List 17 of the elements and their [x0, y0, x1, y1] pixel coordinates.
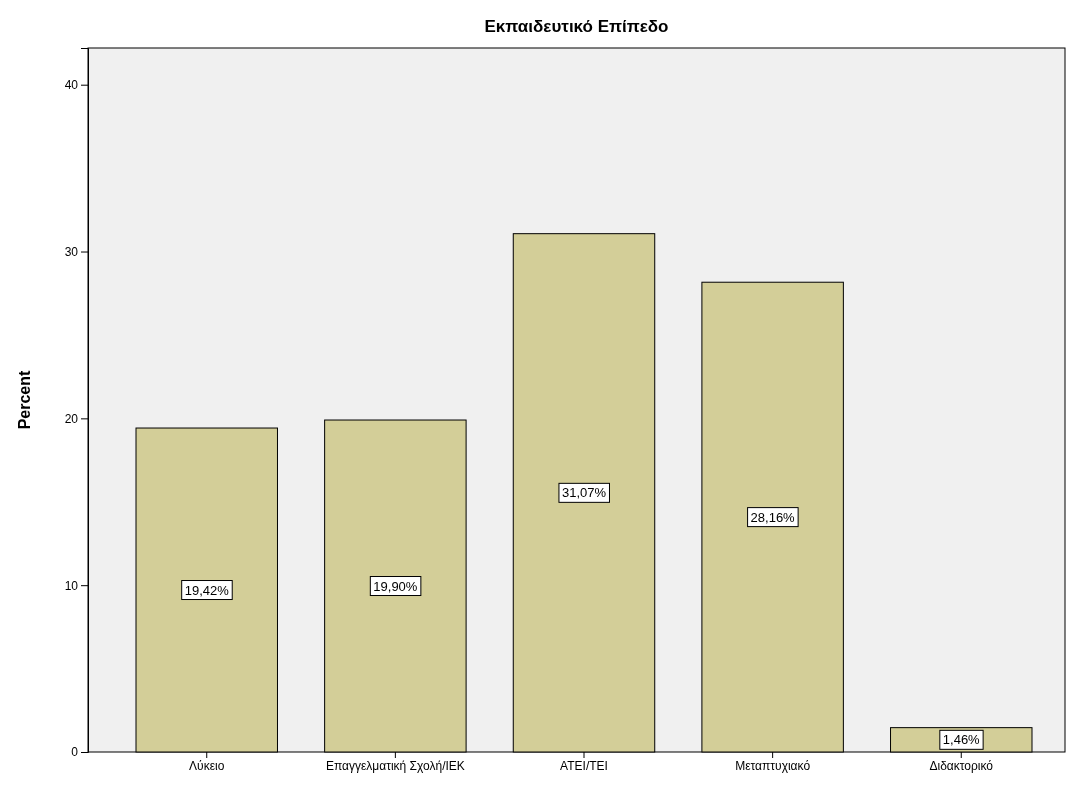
- y-tick-label: 10: [64, 578, 79, 593]
- data-label: 19,90%: [373, 578, 418, 594]
- data-label: 28,16%: [750, 509, 796, 525]
- x-tick-label: ΑΤΕΙ/ΤΕΙ: [560, 758, 608, 773]
- data-label: 1,46%: [942, 732, 981, 748]
- data-label: 19,42%: [184, 582, 230, 598]
- x-tick-label: Μεταπτυχιακό: [735, 758, 811, 773]
- chart-title: Εκπαιδευτικό Επίπεδο: [484, 17, 669, 36]
- x-tick-label: Επαγγελματική Σχολή/ΙΕΚ: [325, 758, 465, 773]
- y-tick-label: 30: [64, 244, 79, 259]
- y-axis-title: Percent: [16, 369, 33, 430]
- x-tick-label: Διδακτορικό: [929, 758, 994, 773]
- data-label: 31,07%: [561, 485, 607, 501]
- y-tick-label: 0: [71, 745, 79, 760]
- y-tick-label: 20: [64, 411, 79, 426]
- x-tick-label: Λύκειο: [189, 758, 225, 773]
- y-tick-label: 40: [64, 78, 79, 93]
